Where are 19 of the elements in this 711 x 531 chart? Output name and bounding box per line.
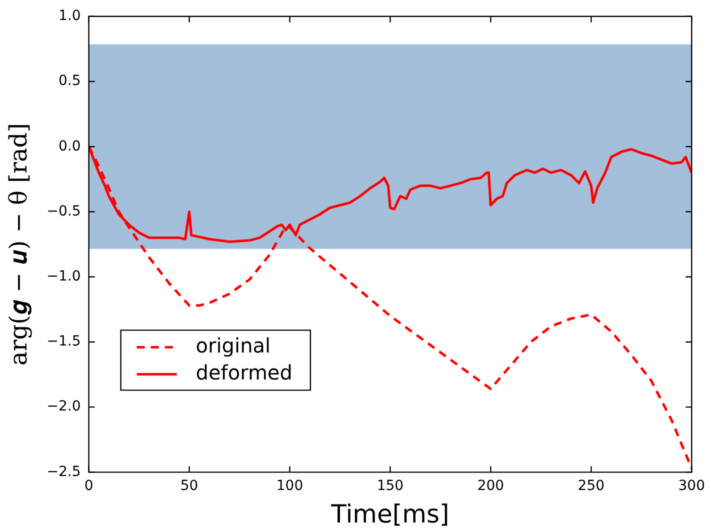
y-tick-label: −2.5: [46, 464, 81, 480]
legend-label: original: [196, 333, 271, 358]
y-tick-label: −1.0: [46, 268, 81, 284]
y-axis-title: arg(𝒈 − 𝒖) − θ [rad]: [4, 123, 33, 366]
y-tick-label: 0.5: [58, 73, 81, 90]
y-tick-label: 0.0: [58, 138, 81, 154]
legend-label: deformed: [196, 360, 292, 384]
x-tick-label: 200: [477, 478, 504, 494]
x-tick-label: 300: [678, 478, 706, 494]
x-tick-label: 0: [84, 478, 94, 494]
y-tick-label: −1.5: [46, 334, 81, 350]
x-tick-label: 150: [376, 478, 404, 494]
x-axis-title: Time[ms]: [330, 500, 450, 528]
y-tick-label: −2.0: [46, 398, 81, 415]
x-tick-label: 50: [180, 478, 198, 494]
y-tick-label: −0.5: [46, 203, 81, 220]
y-tick-label: 1.0: [58, 8, 81, 24]
x-tick-label: 250: [578, 478, 605, 494]
x-tick-label: 100: [276, 478, 304, 494]
